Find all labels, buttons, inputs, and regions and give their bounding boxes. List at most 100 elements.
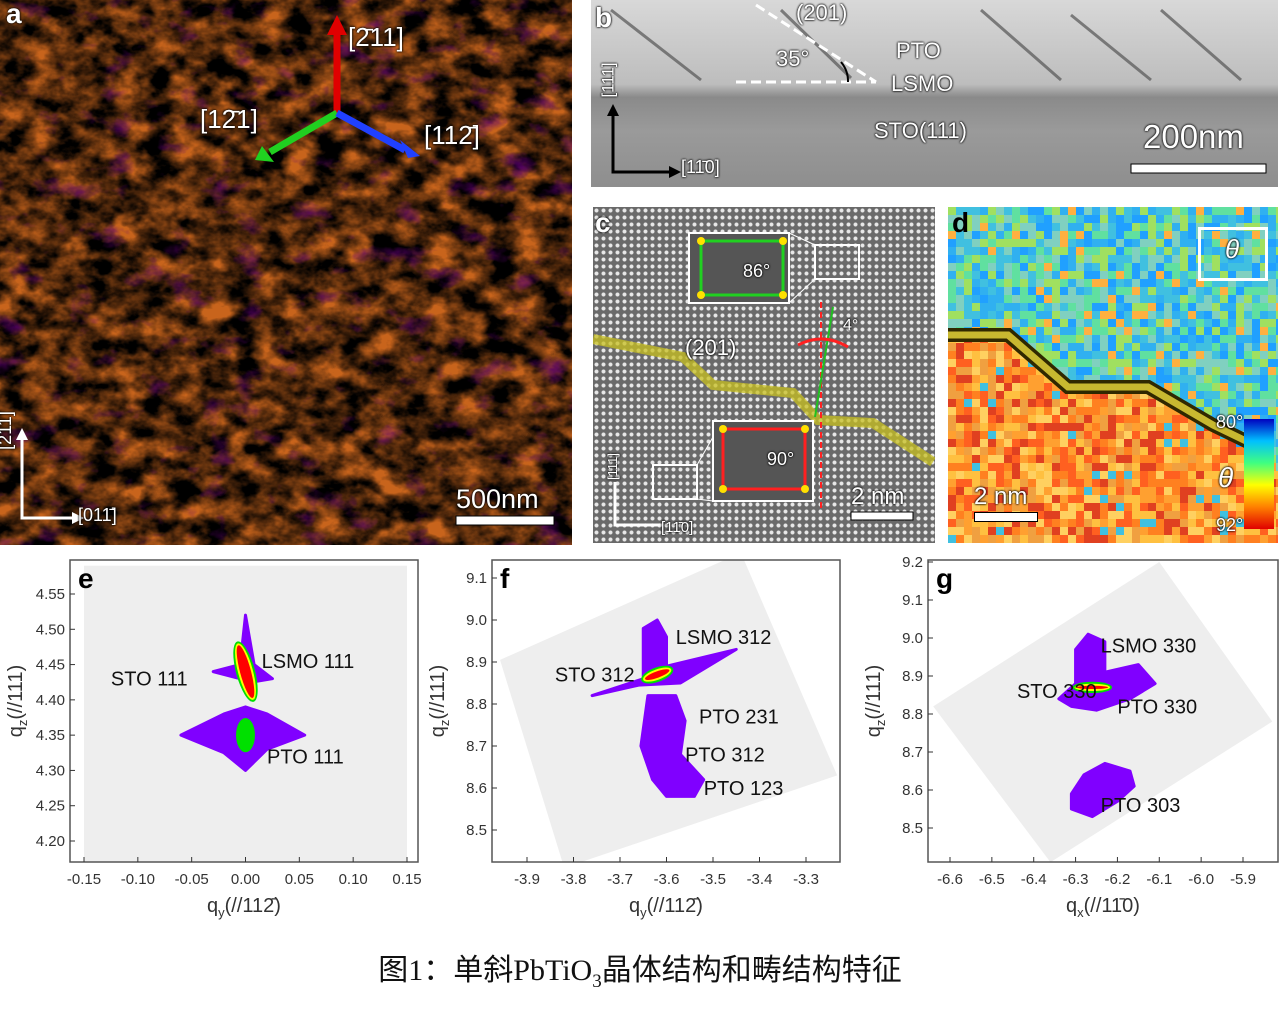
map-cell	[1028, 415, 1036, 423]
map-cell	[1076, 247, 1084, 255]
map-cell	[1164, 455, 1172, 463]
map-cell	[948, 463, 956, 471]
map-cell	[1124, 375, 1132, 383]
map-cell	[1108, 271, 1116, 279]
map-cell	[1180, 367, 1188, 375]
map-cell	[980, 527, 988, 535]
map-cell	[1228, 311, 1236, 319]
map-cell	[1244, 303, 1252, 311]
map-cell	[1020, 431, 1028, 439]
map-cell	[1060, 231, 1068, 239]
map-cell	[1076, 519, 1084, 527]
map-cell	[1236, 231, 1244, 239]
map-cell	[1036, 311, 1044, 319]
map-cell	[1132, 295, 1140, 303]
map-cell	[988, 303, 996, 311]
map-cell	[1156, 207, 1164, 215]
map-cell	[1148, 527, 1156, 535]
map-cell	[1092, 479, 1100, 487]
map-cell	[1028, 535, 1036, 543]
map-cell	[1028, 391, 1036, 399]
map-cell	[1100, 239, 1108, 247]
map-cell	[1268, 527, 1276, 535]
map-cell	[1060, 447, 1068, 455]
map-cell	[1060, 407, 1068, 415]
map-cell	[988, 271, 996, 279]
map-cell	[1100, 223, 1108, 231]
map-cell	[956, 463, 964, 471]
map-cell	[1220, 335, 1228, 343]
map-cell	[1156, 471, 1164, 479]
map-cell	[1172, 303, 1180, 311]
map-cell	[1132, 407, 1140, 415]
map-cell	[988, 423, 996, 431]
map-cell	[996, 263, 1004, 271]
map-cell	[972, 383, 980, 391]
map-cell	[1180, 263, 1188, 271]
panel-letter: a	[6, 0, 22, 29]
map-cell	[1204, 511, 1212, 519]
map-cell	[1220, 383, 1228, 391]
map-cell	[1276, 295, 1278, 303]
map-cell	[1020, 279, 1028, 287]
map-cell	[1076, 351, 1084, 359]
map-cell	[1204, 343, 1212, 351]
map-cell	[1124, 335, 1132, 343]
map-cell	[964, 207, 972, 215]
map-cell	[1196, 311, 1204, 319]
map-cell	[1028, 215, 1036, 223]
map-cell	[1116, 455, 1124, 463]
map-cell	[1100, 343, 1108, 351]
map-cell	[1180, 463, 1188, 471]
map-cell	[948, 247, 956, 255]
map-cell	[1076, 295, 1084, 303]
map-cell	[1172, 375, 1180, 383]
map-cell	[1276, 231, 1278, 239]
map-cell	[1252, 263, 1260, 271]
map-cell	[1260, 247, 1268, 255]
map-cell	[1140, 335, 1148, 343]
map-cell	[1052, 487, 1060, 495]
map-cell	[1236, 271, 1244, 279]
map-cell	[1180, 495, 1188, 503]
map-cell	[1140, 495, 1148, 503]
map-cell	[1204, 399, 1212, 407]
map-cell	[1036, 439, 1044, 447]
map-cell	[972, 343, 980, 351]
map-cell	[1044, 263, 1052, 271]
map-cell	[1244, 327, 1252, 335]
map-cell	[996, 247, 1004, 255]
map-cell	[1260, 295, 1268, 303]
map-cell	[1116, 247, 1124, 255]
map-cell	[1132, 511, 1140, 519]
map-cell	[1204, 215, 1212, 223]
map-cell	[1092, 271, 1100, 279]
map-cell	[1044, 303, 1052, 311]
map-cell	[996, 439, 1004, 447]
map-cell	[1004, 223, 1012, 231]
y-tick-label: 8.5	[902, 820, 923, 837]
map-cell	[1060, 279, 1068, 287]
map-cell	[948, 535, 956, 543]
map-cell	[996, 351, 1004, 359]
map-cell	[1100, 399, 1108, 407]
map-cell	[1268, 287, 1276, 295]
map-cell	[1020, 311, 1028, 319]
map-cell	[1092, 367, 1100, 375]
map-cell	[1036, 479, 1044, 487]
map-cell	[988, 231, 996, 239]
map-cell	[1164, 447, 1172, 455]
map-cell	[1052, 303, 1060, 311]
map-cell	[988, 223, 996, 231]
map-cell	[1108, 303, 1116, 311]
map-cell	[1100, 207, 1108, 215]
map-cell	[1100, 487, 1108, 495]
map-cell	[1156, 407, 1164, 415]
map-cell	[1276, 519, 1278, 527]
map-cell	[1076, 327, 1084, 335]
map-cell	[1212, 455, 1220, 463]
map-cell	[1244, 279, 1252, 287]
map-cell	[1156, 247, 1164, 255]
map-cell	[1180, 431, 1188, 439]
map-cell	[972, 399, 980, 407]
